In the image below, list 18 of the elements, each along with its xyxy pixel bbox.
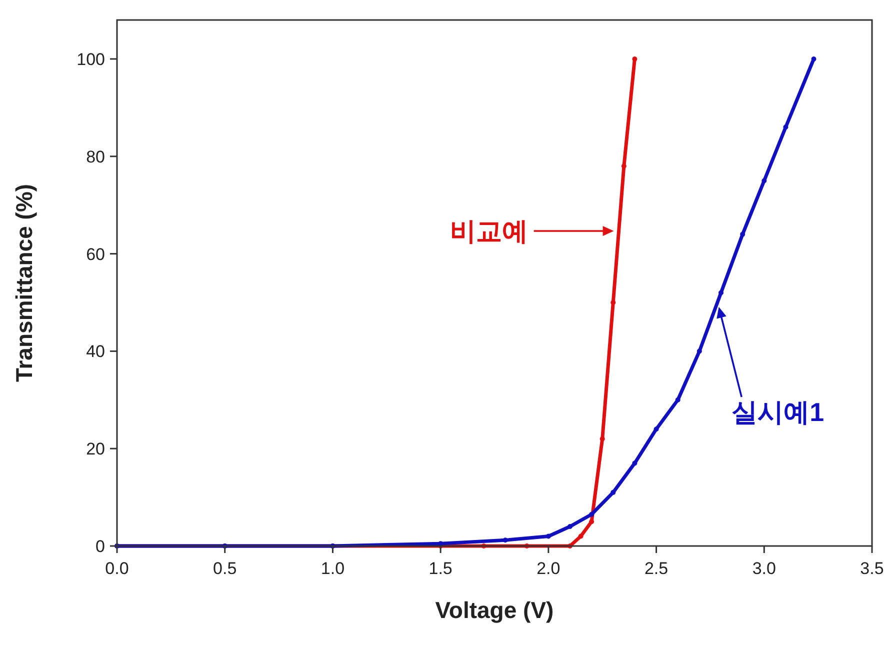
x-tick-label: 0.0 <box>105 559 129 578</box>
y-tick-label: 40 <box>86 342 105 362</box>
y-tick-label: 20 <box>86 440 105 459</box>
x-tick-label: 1.0 <box>320 559 345 578</box>
x-axis-title: Voltage (V) <box>435 597 554 623</box>
y-tick-label: 80 <box>86 147 105 166</box>
x-tick-label: 3.0 <box>752 559 776 578</box>
annotation: 비교예 <box>450 216 528 246</box>
y-tick-label: 0 <box>96 537 105 556</box>
x-tick-label: 2.5 <box>644 559 668 578</box>
y-tick-label: 100 <box>76 50 105 69</box>
x-tick-label: 3.5 <box>860 559 884 578</box>
x-tick-label: 1.5 <box>428 559 452 578</box>
y-axis-title: Transmittance (%) <box>11 184 37 382</box>
y-tick-label: 60 <box>86 244 105 264</box>
x-tick-label: 2.0 <box>536 559 560 578</box>
annotation: 실시예1 <box>732 397 824 427</box>
x-tick-label: 0.5 <box>213 559 237 578</box>
